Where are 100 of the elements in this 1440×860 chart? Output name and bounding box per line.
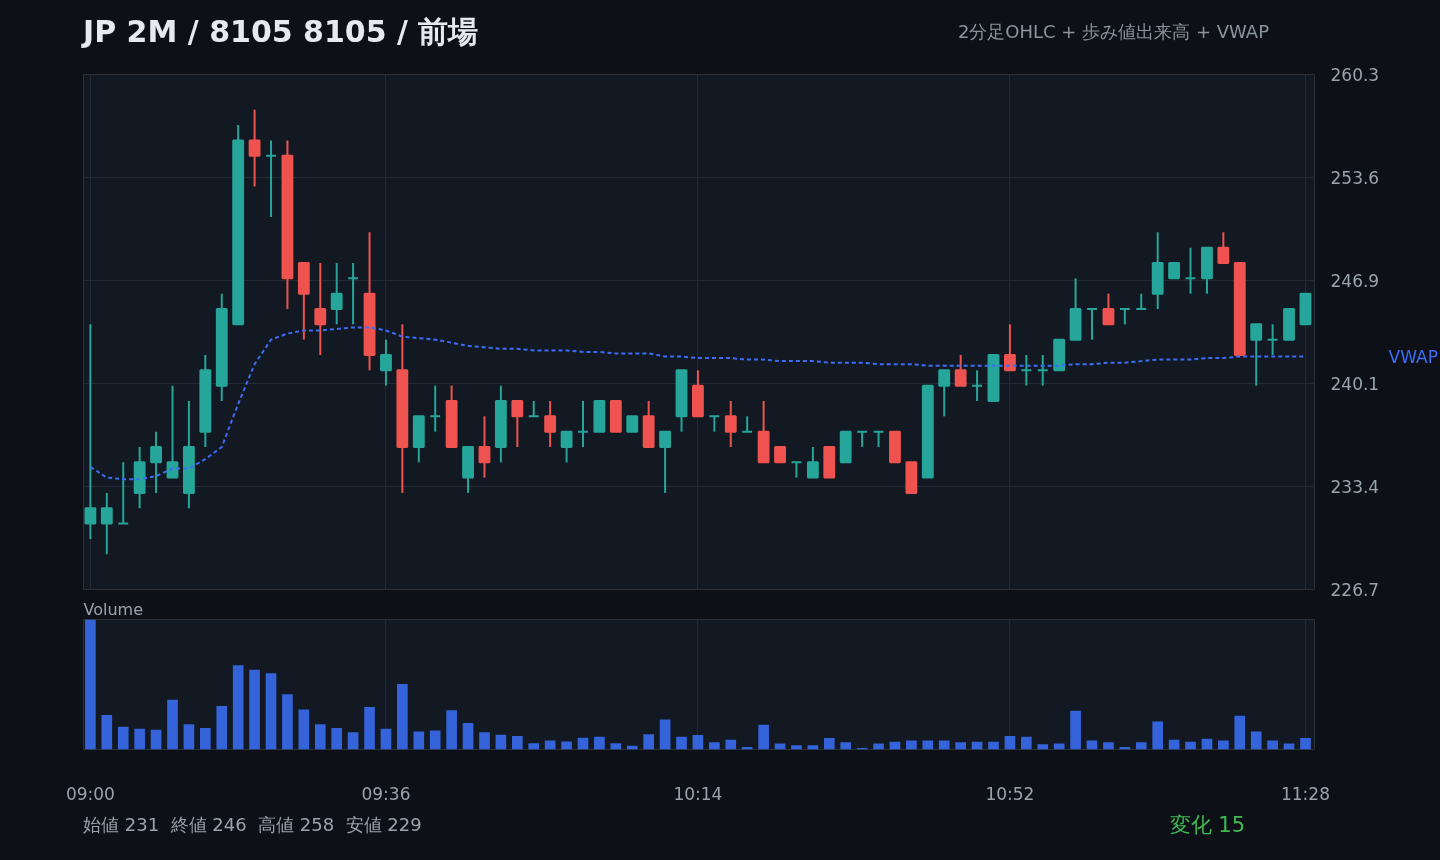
candlestick [741, 415, 754, 433]
bar [1218, 740, 1229, 750]
y-tick-label: 233.4 [1330, 477, 1380, 497]
chart-title: JP 2M / 8105 8105 / 前場 [83, 13, 479, 51]
candlestick [790, 461, 803, 479]
candlestick [1020, 353, 1033, 387]
candlestick [265, 139, 277, 219]
candlestick [330, 262, 343, 326]
bar [955, 742, 966, 750]
candlestick [560, 430, 573, 464]
bar [101, 715, 113, 750]
bar [314, 724, 326, 750]
bar [676, 736, 687, 750]
candlestick [1135, 292, 1148, 311]
candlestick [971, 369, 983, 402]
bar [709, 742, 720, 750]
y-tick-label: 246.9 [1330, 271, 1380, 291]
bar [544, 740, 556, 750]
candlestick [429, 384, 442, 433]
bar [1234, 715, 1246, 750]
candlestick [1102, 292, 1115, 326]
y-tick-label: 226.7 [1330, 580, 1380, 600]
bar [85, 619, 96, 750]
bar [150, 729, 162, 750]
candlestick [1086, 308, 1098, 341]
bar [1021, 736, 1032, 750]
candlestick [527, 399, 540, 418]
bar [347, 732, 359, 750]
candlestick [511, 399, 524, 448]
x-tick-label: 11:28 [1280, 783, 1330, 804]
candlestick [248, 108, 261, 188]
bar [380, 728, 392, 750]
bar [512, 735, 523, 750]
candlestick [954, 353, 967, 387]
bar [1300, 737, 1311, 750]
bar [134, 728, 145, 750]
bar [429, 730, 441, 750]
candlestick [1266, 323, 1279, 356]
bar [216, 705, 228, 750]
bar [659, 719, 671, 750]
bar [807, 745, 819, 750]
text: 始値 231 終値 246 高値 258 安値 229 [83, 813, 422, 837]
bar [610, 743, 622, 750]
bar [446, 710, 457, 750]
bar [413, 731, 425, 750]
x-tick-label: 10:52 [985, 783, 1035, 804]
text: VWAP [1388, 346, 1438, 367]
candlestick [1118, 308, 1131, 326]
bar [561, 741, 572, 750]
bar [1152, 721, 1164, 750]
candlestick [380, 338, 392, 387]
y-tick-label: 253.6 [1330, 168, 1380, 188]
y-tick-label: 240.1 [1330, 374, 1380, 394]
candlestick [577, 399, 589, 448]
candlestick [1250, 323, 1263, 387]
bar [758, 724, 769, 750]
bar [791, 745, 802, 750]
candlestick [1217, 231, 1230, 265]
candlestick [314, 262, 327, 356]
bar [643, 734, 654, 750]
bar [1037, 744, 1049, 750]
candlestick [872, 430, 885, 448]
bar [183, 724, 195, 750]
bar [397, 683, 408, 750]
bar [988, 741, 999, 750]
bar [906, 740, 917, 750]
x-tick-label: 10:14 [673, 783, 723, 804]
bar [823, 737, 835, 750]
candlestick [1184, 246, 1197, 295]
bar [528, 743, 540, 750]
bar [167, 699, 178, 750]
y-tick-label: 260.3 [1330, 65, 1380, 85]
candlestick [544, 399, 557, 448]
bar [479, 732, 490, 750]
candlestick [708, 415, 721, 433]
x-tick-label: 09:00 [65, 783, 115, 804]
candlestick [724, 399, 737, 448]
candlestick [1036, 353, 1049, 387]
bar [462, 723, 474, 750]
bar [232, 665, 244, 750]
candlestick [938, 369, 951, 418]
candlestick [806, 445, 819, 479]
chart-subtitle: 2分足OHLC + 歩み値出来高 + VWAP [957, 20, 1269, 44]
bar [265, 673, 277, 750]
bar [840, 742, 852, 750]
candlestick [100, 491, 113, 556]
candlestick [150, 430, 162, 494]
bar [1103, 742, 1114, 750]
candlestick [347, 262, 360, 326]
bar [725, 739, 737, 750]
candlestick [84, 323, 97, 540]
bar [1004, 736, 1016, 750]
bar [1185, 741, 1196, 750]
bar [331, 727, 343, 750]
candlestick [117, 461, 130, 525]
bar [249, 669, 260, 750]
bar [1070, 710, 1081, 750]
bar [117, 726, 129, 750]
bar [1135, 742, 1147, 750]
bar [922, 740, 934, 750]
